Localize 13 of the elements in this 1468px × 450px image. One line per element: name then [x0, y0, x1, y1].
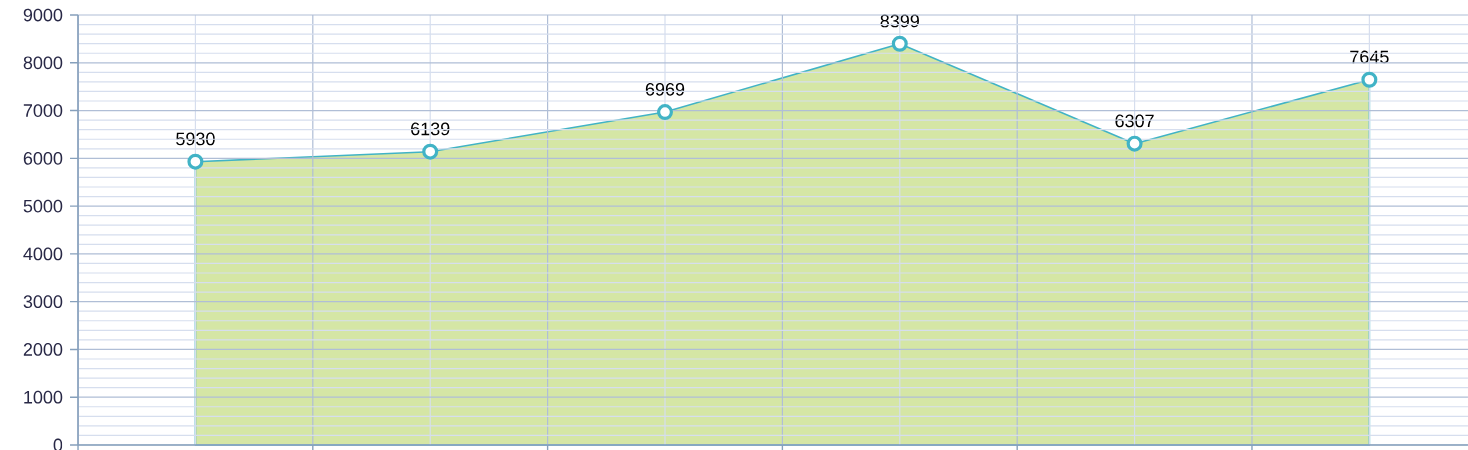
y-tick-label: 3000: [23, 295, 63, 309]
y-tick-label: 2000: [23, 343, 63, 356]
y-tick-label: 7000: [23, 104, 63, 117]
y-tick-label: 1000: [24, 390, 63, 404]
data-label: 8399: [880, 14, 919, 28]
y-tick-label: 5000: [23, 199, 63, 213]
y-tick-label: 9000: [23, 8, 63, 22]
data-label: 6307: [1115, 114, 1154, 128]
data-label: 7645: [1350, 50, 1389, 64]
y-tick-label: 8000: [23, 56, 63, 70]
y-tick-label: 6000: [23, 151, 63, 165]
y-tick-label: 4000: [23, 247, 63, 261]
data-label: 5930: [176, 132, 215, 146]
